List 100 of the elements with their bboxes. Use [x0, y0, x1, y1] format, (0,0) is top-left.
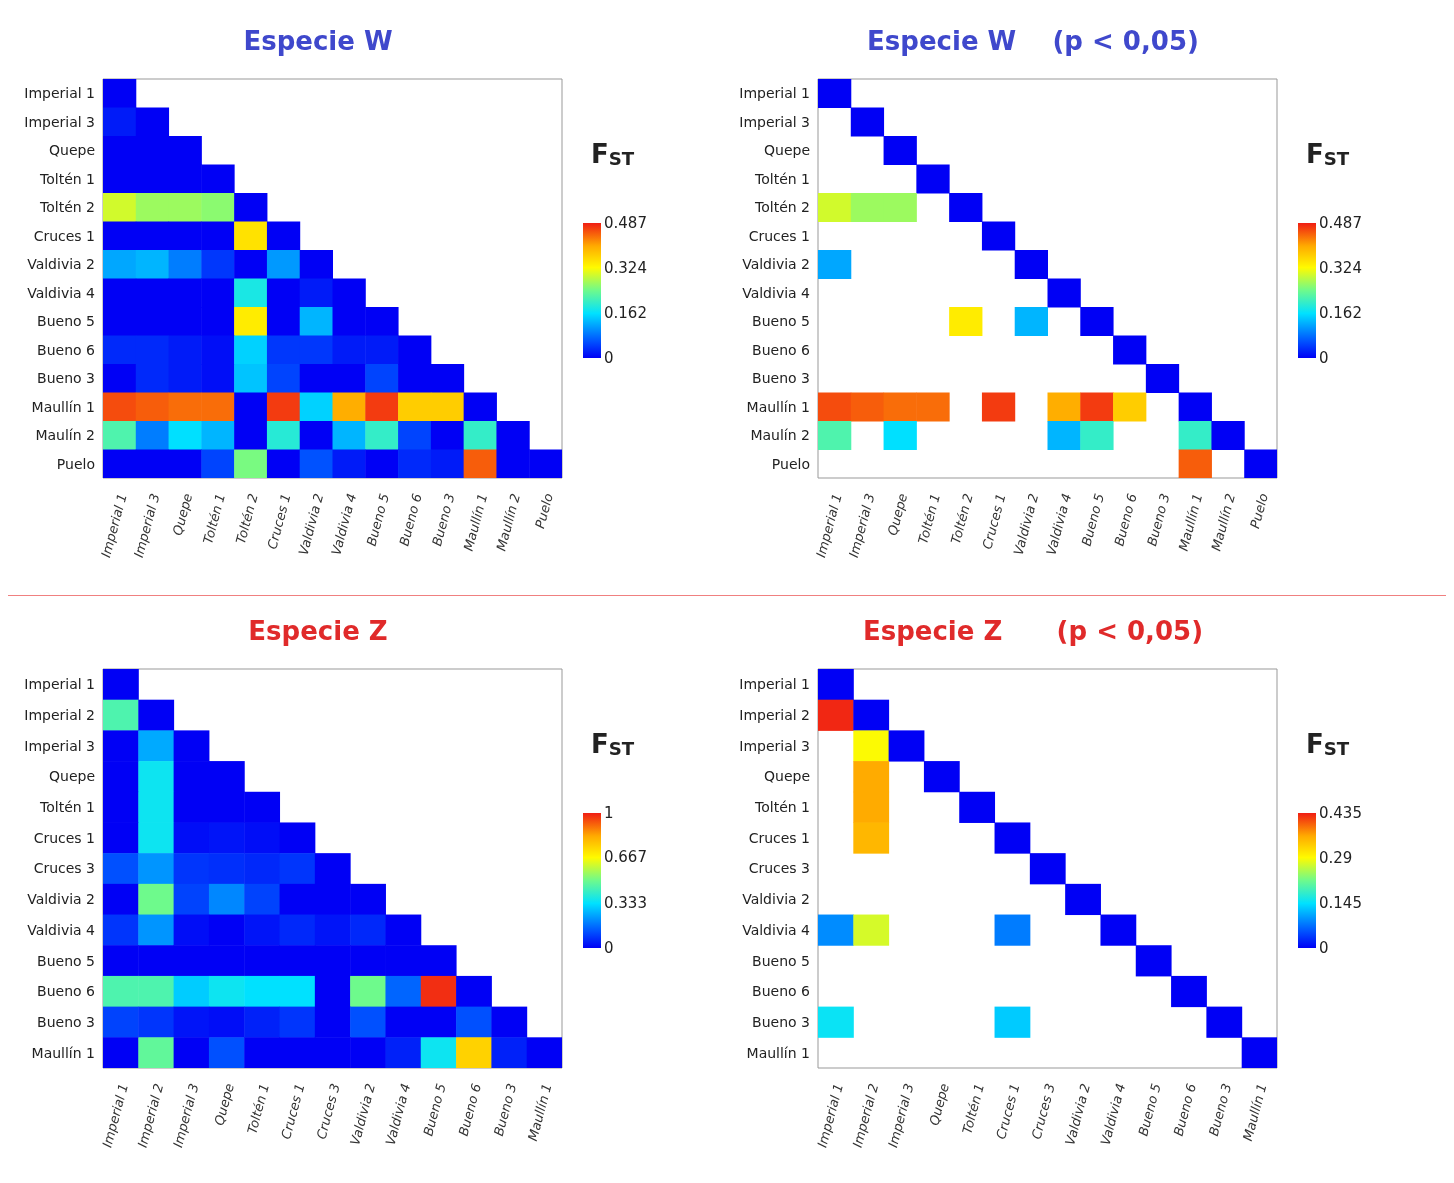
x-tick-label: Valdivia 4	[1097, 1081, 1129, 1147]
x-tick-label: Cruces 3	[313, 1081, 343, 1141]
x-tick-label: Bueno 3	[429, 491, 458, 548]
color-bar-title: F$_{ST}$	[1306, 729, 1350, 759]
y-tick-label: Valdivia 2	[27, 891, 95, 908]
x-tick-label: Quepe	[211, 1081, 237, 1127]
y-tick-label: Imperial 1	[24, 85, 95, 102]
y-tick-label: Toltén 2	[754, 199, 810, 216]
color-bar-label: 0	[1319, 938, 1329, 957]
color-bar-label: 0.162	[1319, 303, 1362, 322]
y-tick-label: Toltén 1	[39, 170, 95, 187]
y-tick-label: Valdivia 4	[27, 284, 96, 301]
x-tick-label: Imperial 3	[885, 1081, 917, 1150]
color-bar-label: 0.324	[1319, 258, 1362, 277]
x-tick-label: Toltén 2	[232, 491, 261, 546]
x-tick-label: Quepe	[884, 491, 911, 537]
y-tick-label: Maullín 1	[31, 398, 95, 415]
x-tick-label: Bueno 6	[1111, 491, 1140, 548]
x-tick-label: Bueno 5	[420, 1081, 449, 1138]
y-tick-label: Toltén 1	[754, 799, 810, 816]
x-tick-label: Valdivia 2	[1010, 491, 1042, 557]
x-tick-label: Cruces 1	[979, 491, 1009, 551]
color-bar-label: 0.435	[1319, 803, 1362, 822]
y-tick-label: Cruces 1	[748, 829, 810, 846]
y-tick-label: Bueno 6	[752, 983, 811, 1000]
y-tick-label: Bueno 5	[37, 952, 95, 969]
color-bar-label: 0.162	[604, 303, 647, 322]
y-tick-label: Imperial 1	[739, 676, 810, 693]
y-tick-label: Toltén 1	[39, 799, 95, 816]
x-tick-label: Toltén 1	[959, 1081, 988, 1136]
color-bar-label: 0.487	[604, 213, 647, 232]
y-tick-label: Valdivia 4	[27, 921, 96, 938]
color-bar-label: 0.487	[1319, 213, 1362, 232]
y-tick-label: Bueno 6	[37, 341, 96, 358]
x-tick-label: Maullín 1	[460, 491, 491, 553]
y-tick-label: Cruces 3	[748, 860, 810, 877]
y-tick-label: Valdivia 2	[742, 891, 810, 908]
x-tick-label: Bueno 5	[363, 491, 392, 548]
x-tick-label: Bueno 6	[455, 1081, 485, 1138]
y-tick-label: Valdivia 2	[742, 256, 810, 273]
color-bar-title: F$_{ST}$	[591, 729, 635, 759]
x-tick-label: Toltén 1	[200, 491, 229, 546]
chart-title: Especie W (p < 0,05)	[866, 26, 1200, 56]
x-tick-label: Valdivia 2	[347, 1081, 379, 1147]
x-tick-label: Imperial 3	[845, 491, 878, 560]
x-tick-label: Imperial 3	[170, 1081, 202, 1150]
x-tick-label: Quepe	[926, 1081, 952, 1127]
x-tick-label: Maullín 1	[1175, 491, 1206, 553]
color-bar-label: 0.145	[1319, 893, 1362, 912]
x-tick-label: Maullín 2	[1208, 491, 1239, 553]
y-tick-label: Imperial 3	[739, 113, 810, 130]
y-tick-label: Bueno 5	[37, 313, 95, 330]
y-tick-label: Imperial 2	[24, 707, 95, 724]
y-tick-label: Bueno 3	[752, 1013, 810, 1030]
y-tick-label: Toltén 2	[39, 199, 95, 216]
y-tick-label: Bueno 3	[752, 370, 810, 387]
y-tick-label: Cruces 1	[33, 227, 95, 244]
x-tick-label: Bueno 6	[1170, 1081, 1200, 1138]
y-tick-label: Imperial 3	[24, 737, 95, 754]
y-tick-label: Quepe	[763, 142, 810, 159]
color-bar-title: F$_{ST}$	[1306, 139, 1350, 169]
y-tick-label: Maullín 1	[746, 398, 810, 415]
x-tick-label: Maullín 2	[493, 491, 524, 553]
y-tick-label: Cruces 3	[33, 860, 95, 877]
y-tick-label: Quepe	[48, 768, 95, 785]
x-tick-label: Cruces 1	[264, 491, 294, 551]
color-bar-label: 0	[604, 348, 614, 367]
color-bar-label: 0.667	[604, 848, 647, 867]
x-tick-label: Puelo	[1247, 491, 1271, 531]
y-tick-label: Imperial 1	[739, 85, 810, 102]
x-tick-label: Valdivia 4	[382, 1081, 414, 1147]
x-tick-label: Toltén 2	[947, 491, 976, 546]
y-tick-label: Imperial 3	[24, 113, 95, 130]
y-tick-label: Valdivia 4	[742, 921, 811, 938]
x-tick-label: Valdivia 4	[328, 491, 360, 557]
y-tick-label: Cruces 1	[748, 227, 810, 244]
y-tick-label: Maullín 1	[746, 1044, 810, 1061]
y-tick-label: Bueno 5	[752, 313, 810, 330]
y-tick-label: Toltén 1	[754, 170, 810, 187]
x-tick-label: Valdivia 2	[295, 491, 327, 557]
x-tick-label: Toltén 1	[244, 1081, 273, 1136]
color-bar-label: 0	[1319, 348, 1329, 367]
y-tick-label: Maullín 1	[31, 1044, 95, 1061]
color-bar-label: 0.324	[604, 258, 647, 277]
y-tick-label: Puelo	[56, 455, 95, 472]
y-tick-label: Quepe	[48, 142, 95, 159]
color-bar-label: 0	[604, 938, 614, 957]
color-bar-label: 1	[604, 803, 614, 822]
y-tick-label: Quepe	[763, 768, 810, 785]
x-tick-label: Imperial 3	[130, 491, 163, 560]
color-bar-label: 0.29	[1319, 848, 1353, 867]
x-tick-label: Bueno 3	[1144, 491, 1173, 548]
x-tick-label: Maullín 1	[1239, 1081, 1270, 1143]
x-tick-label: Valdivia 4	[1043, 491, 1075, 557]
y-tick-label: Bueno 3	[37, 1013, 95, 1030]
y-tick-label: Bueno 6	[752, 341, 811, 358]
color-bar-title: F$_{ST}$	[591, 139, 635, 169]
y-tick-label: Maulín 2	[750, 427, 810, 444]
y-tick-label: Bueno 6	[37, 983, 96, 1000]
x-tick-label: Valdivia 2	[1062, 1081, 1094, 1147]
